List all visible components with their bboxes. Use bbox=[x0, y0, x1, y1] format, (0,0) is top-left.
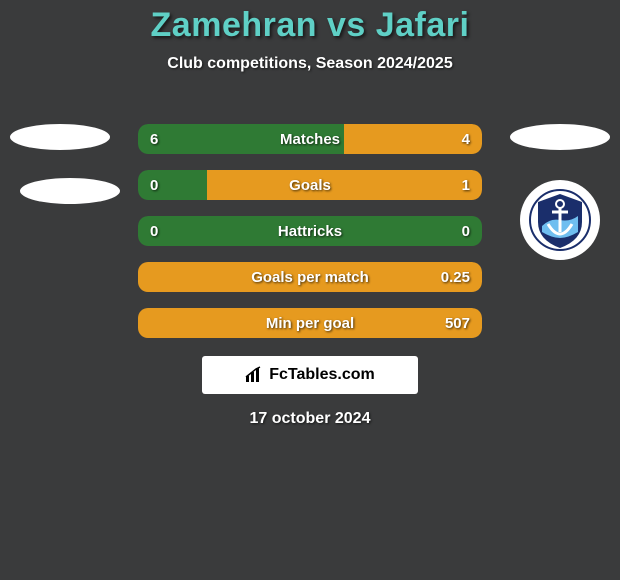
anchor-crest-icon bbox=[528, 188, 592, 252]
stat-bar-right bbox=[138, 262, 482, 292]
left-player-badge-2 bbox=[20, 178, 120, 204]
stat-bar-right bbox=[207, 170, 482, 200]
stat-row: 0 Goals 1 bbox=[138, 170, 482, 200]
right-player-badge bbox=[510, 124, 610, 150]
right-club-crest bbox=[520, 180, 600, 260]
stat-bar-right bbox=[344, 124, 482, 154]
stat-bar-left bbox=[138, 216, 482, 246]
date-text: 17 october 2024 bbox=[0, 410, 620, 428]
subtitle: Club competitions, Season 2024/2025 bbox=[0, 55, 620, 73]
left-player-badge-1 bbox=[10, 124, 110, 150]
bars-icon bbox=[245, 366, 263, 384]
comparison-card: Zamehran vs Jafari Club competitions, Se… bbox=[0, 0, 620, 580]
stat-bar-left bbox=[138, 170, 207, 200]
stat-row: 0 Hattricks 0 bbox=[138, 216, 482, 246]
stat-bars: 6 Matches 4 0 Goals 1 0 Hattricks 0 Goal… bbox=[138, 124, 482, 354]
brand-text: FcTables.com bbox=[269, 366, 375, 384]
stat-row: Goals per match 0.25 bbox=[138, 262, 482, 292]
stat-row: 6 Matches 4 bbox=[138, 124, 482, 154]
stat-row: Min per goal 507 bbox=[138, 308, 482, 338]
page-title: Zamehran vs Jafari bbox=[0, 0, 620, 45]
stat-bar-right bbox=[138, 308, 482, 338]
stat-bar-left bbox=[138, 124, 344, 154]
brand-badge: FcTables.com bbox=[202, 356, 418, 394]
